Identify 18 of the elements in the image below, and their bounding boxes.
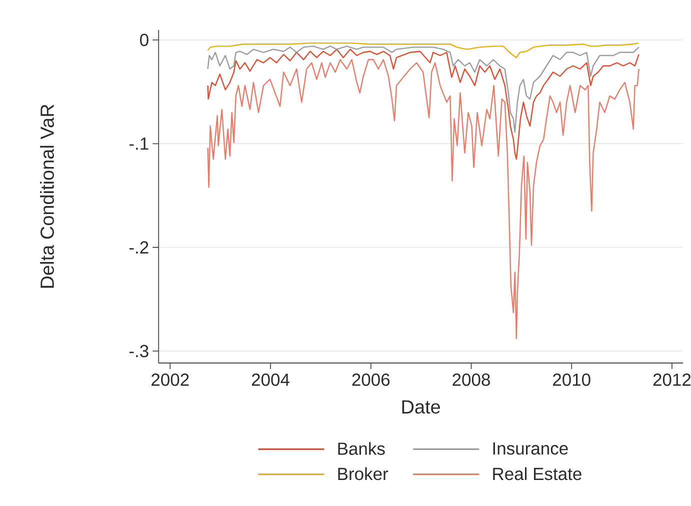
y-tick-label: -.3 <box>129 344 148 358</box>
x-tick-label: 2004 <box>252 374 290 386</box>
line-series <box>207 59 640 340</box>
x-tick-label: 2012 <box>653 374 691 386</box>
legend-label: Real Estate <box>493 467 582 480</box>
x-tick-label: 2010 <box>553 374 590 386</box>
x-tick-label: 2006 <box>352 374 390 386</box>
legend-label: Insurance <box>493 442 568 455</box>
y-tick-label: -.2 <box>129 241 148 254</box>
y-tick-label: -.1 <box>129 138 148 150</box>
legend-label: Banks <box>338 442 385 455</box>
x-axis-title: Date <box>402 400 440 414</box>
x-tick-label: 2008 <box>452 374 490 386</box>
x-tick-label: 2002 <box>152 374 189 386</box>
line-series <box>207 48 640 160</box>
y-axis-title: Delta Conditional VaR <box>40 104 54 288</box>
legend-label: Broker <box>338 467 388 480</box>
y-tick-label: 0 <box>140 34 148 46</box>
